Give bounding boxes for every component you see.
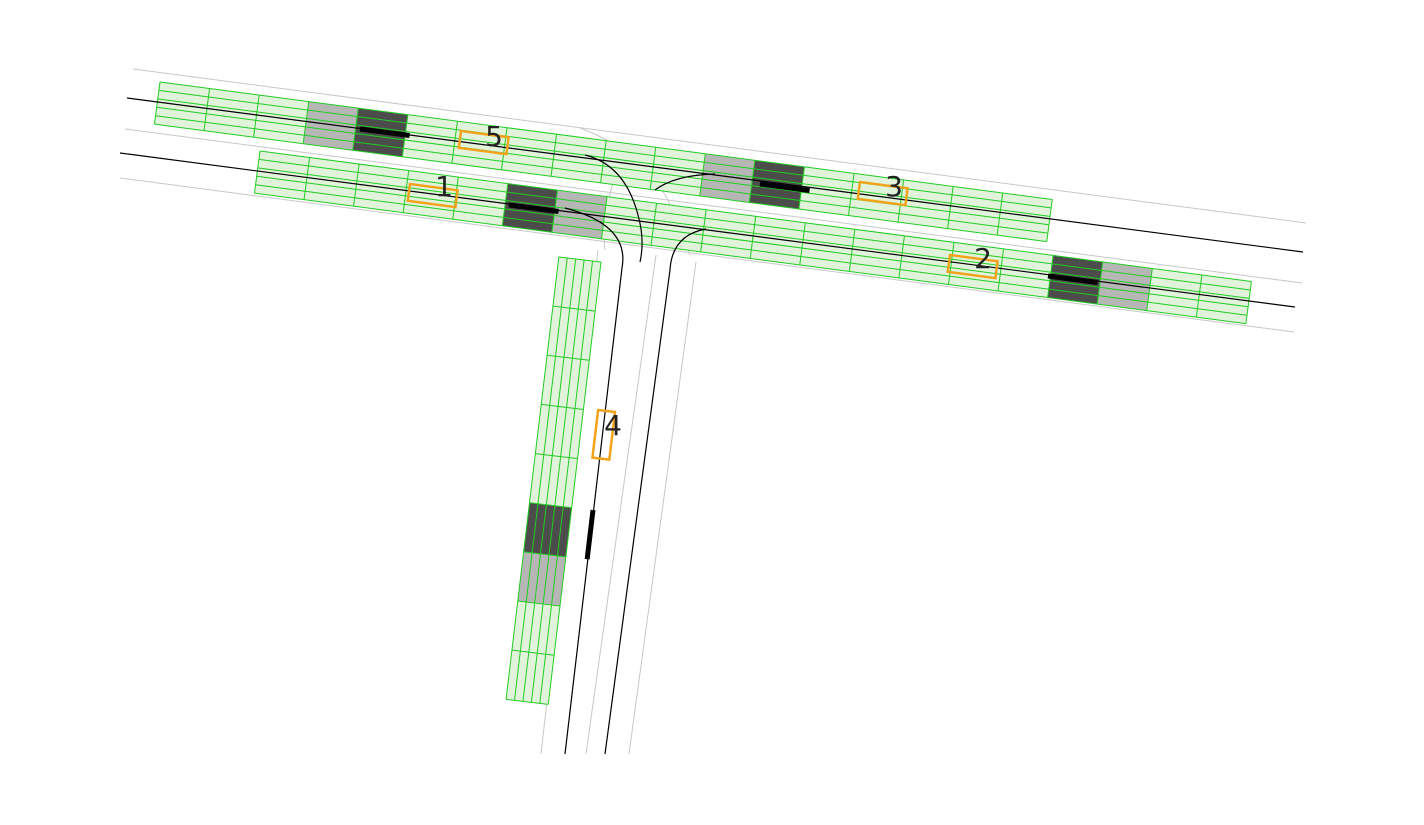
grid-cell-divider [353,163,360,207]
occupied-cell-dark [523,502,572,557]
grid-cell-divider [848,229,856,272]
grid-strip-bottom-road [253,150,1252,325]
grid-cell-divider [799,222,806,265]
grid-cell-divider [947,242,955,285]
grid-row-line [539,260,594,704]
lane-centerline-turn [654,173,716,191]
grid-row-line [547,261,602,705]
grid-cell-divider [550,134,558,177]
agent-label: 5 [485,120,503,153]
grid-cell-divider [650,203,658,246]
occupied-lane-bar [759,181,810,194]
grid-cell-divider [203,88,211,131]
grid-cell-divider [600,196,608,239]
grid-cell-divider [253,150,261,194]
agent-2: 2 [946,242,999,280]
road-edge-top-outer [132,68,1307,224]
occupied-cell-light [303,101,359,151]
occupied-cell-light [517,551,566,607]
grid-cell-divider [947,186,954,229]
agent-label: 1 [435,170,453,203]
agent-label: 3 [885,170,903,203]
grid-cell-divider [303,157,311,200]
grid-cell-divider [517,600,561,607]
grid-cell-divider [523,551,566,558]
grid-cell-divider [1195,274,1203,318]
grid-cell-divider [529,502,572,509]
grid-cell-divider [898,235,905,279]
grid-cell-divider [451,121,458,164]
lane-centerline-bottom [119,152,1296,308]
occupied-lane-bar-fill [759,181,810,194]
agent-3: 3 [856,170,909,207]
grid-row-line [159,81,1053,200]
grid-cell-divider [511,649,555,656]
occupied-lane-bar-fill [584,509,596,560]
grid-cell-divider [649,147,657,190]
grid-cell-divider [253,94,260,138]
lane-centerline-turn [584,154,643,263]
grid-cell-divider [302,101,310,144]
agent-box [856,180,909,207]
grid-cell-divider [1046,199,1053,242]
grid-cell-divider [501,183,509,226]
road-edge-top-median [124,128,1303,284]
lane-centerline-top [126,97,1304,253]
grid-cell-divider [547,354,590,361]
grid-strip-vertical-road [505,256,602,705]
grid-cell-divider [997,248,1005,292]
grid-cell-divider [847,173,855,216]
agent-box [946,253,999,280]
road-edge-bottom-median [119,177,1295,333]
grid-cell-divider [600,140,607,183]
grid-cell-divider [1146,268,1153,311]
agent-label: 2 [974,242,992,275]
grid-cell-divider [535,453,578,460]
grid-cell-divider [541,403,584,410]
occupied-cell-light [551,190,608,239]
lane-centerline-turn [604,228,707,755]
grid-cell-divider [700,209,707,252]
perception-grids [153,81,1252,705]
road-edge-vertical-mid [585,254,657,755]
grid-cell-divider [505,698,549,705]
grid-row-line [522,258,577,702]
grid-row-line [530,259,585,703]
grid-cell-divider [996,192,1004,236]
agent-4: 4 [591,408,622,462]
occupied-lane-bar [584,509,596,560]
grid-cell-divider [748,160,756,203]
grid-cell-divider [153,81,161,125]
grid-strip-background [506,256,601,705]
lane-centerline-vertical [564,207,624,755]
grid-cell-divider [558,256,602,263]
grid-row-line [254,192,1246,325]
grid-cell-divider [552,305,596,312]
grid-cell-divider [749,216,757,259]
grid-row-line [259,150,1252,283]
agent-label: 4 [604,409,622,442]
agent-box [591,408,617,462]
occupied-cell-light [1097,261,1153,311]
grid-cell-divider [402,170,410,213]
grid-cell-divider [500,127,508,170]
road-edge-vertical-right [628,261,697,755]
agent-box [457,129,510,156]
lane-centerlines [119,97,1304,755]
grid-cell-divider [1096,261,1104,305]
occupied-cell-light [699,153,755,203]
grid-row-line [513,257,568,701]
road-edges [119,68,1307,755]
agent-1: 1 [406,170,459,209]
grid-cell-divider [352,108,359,151]
grid-row-line [505,256,560,700]
agents: 1 2 3 4 5 [406,120,999,462]
grid-cell-divider [1245,281,1252,324]
agent-5: 5 [457,120,510,156]
agent-box [406,182,459,209]
